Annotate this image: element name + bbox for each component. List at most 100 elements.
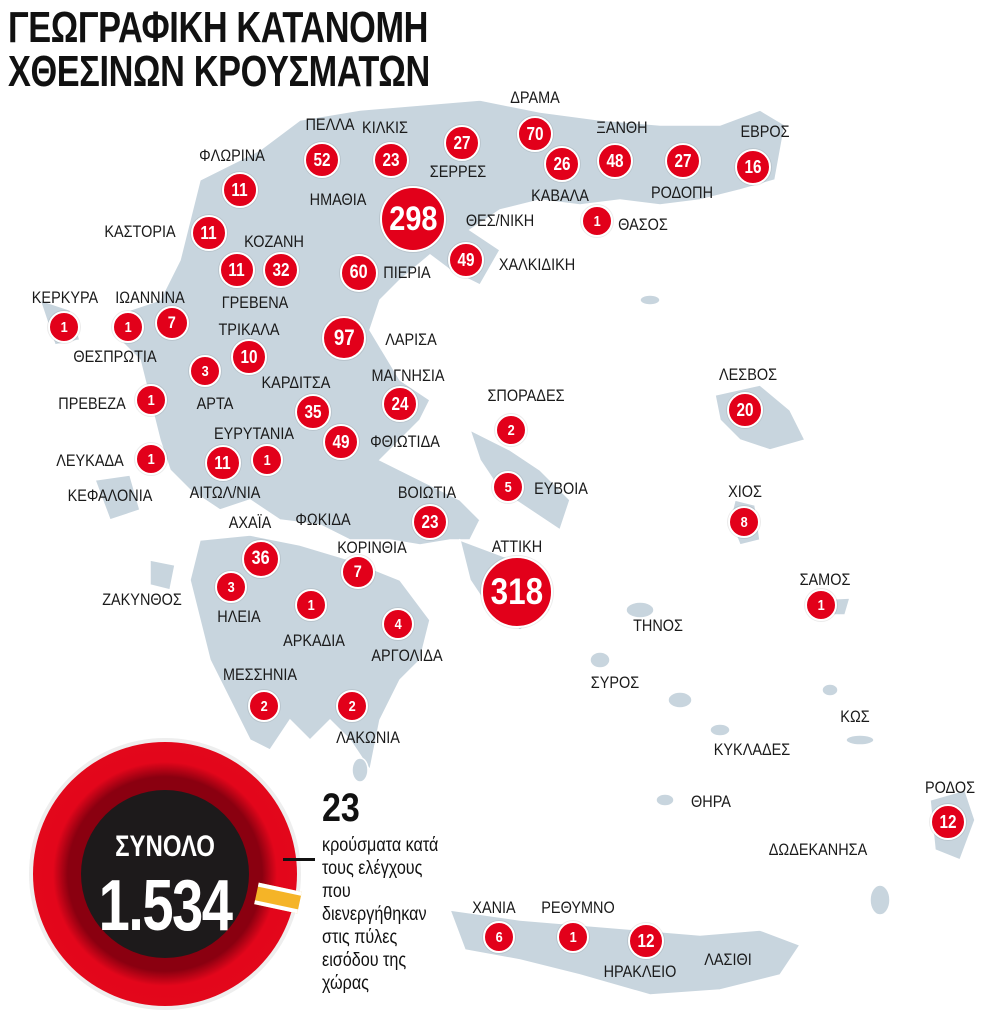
land-island bbox=[845, 734, 875, 746]
region-label: ΗΛΕΙΑ bbox=[217, 607, 261, 626]
case-count-marker: 1 bbox=[581, 205, 613, 237]
case-count-marker: 7 bbox=[341, 555, 375, 589]
region-label: ΗΜΑΘΙΑ bbox=[309, 190, 367, 209]
land-island bbox=[869, 884, 891, 916]
total-value: 1.534 bbox=[98, 866, 233, 946]
case-count-marker: 4 bbox=[382, 608, 414, 640]
case-count: 318 bbox=[490, 571, 544, 612]
case-count: 52 bbox=[313, 149, 331, 170]
case-count-marker: 52 bbox=[304, 142, 340, 178]
case-count: 32 bbox=[272, 259, 290, 280]
case-count: 6 bbox=[495, 928, 503, 946]
case-count-marker: 8 bbox=[728, 506, 760, 538]
region-label: ΚΕΦΑΛΟΝΙΑ bbox=[67, 486, 153, 505]
case-count-marker: 3 bbox=[189, 355, 221, 387]
case-count: 7 bbox=[353, 562, 363, 581]
case-count-marker: 26 bbox=[544, 146, 580, 182]
case-count: 49 bbox=[457, 249, 475, 270]
case-count: 26 bbox=[553, 153, 571, 174]
case-count-marker: 5 bbox=[492, 471, 524, 503]
case-count: 1 bbox=[60, 318, 68, 336]
case-count: 4 bbox=[394, 615, 402, 633]
region-label: ΧΑΝΙΑ bbox=[472, 898, 516, 917]
case-count-marker: 318 bbox=[481, 556, 553, 628]
case-count: 27 bbox=[674, 150, 692, 171]
case-count: 10 bbox=[240, 346, 258, 367]
case-count: 1 bbox=[569, 928, 577, 946]
region-label: ΧΑΛΚΙΔΙΚΗ bbox=[498, 255, 576, 274]
region-label: ΜΑΓΝΗΣΙΑ bbox=[371, 366, 445, 385]
region-label: ΘΕΣΠΡΩΤΙΑ bbox=[73, 347, 157, 366]
region-label: ΞΑΝΘΗ bbox=[596, 118, 648, 137]
case-count: 70 bbox=[526, 123, 544, 144]
region-label: ΘΕΣ/ΝΙΚΗ bbox=[465, 211, 535, 230]
region-label: ΦΛΩΡΙΝΑ bbox=[199, 146, 265, 165]
region-label: ΠΡΕΒΕΖΑ bbox=[58, 394, 126, 413]
land-crete bbox=[448, 909, 802, 996]
region-label: ΑΧΑΪΑ bbox=[228, 513, 272, 532]
case-count-marker: 11 bbox=[191, 215, 227, 251]
case-count-marker: 32 bbox=[263, 252, 299, 288]
case-count: 35 bbox=[304, 401, 322, 422]
region-label: ΣΠΟΡΑΔΕΣ bbox=[487, 386, 565, 405]
case-count-marker: 1 bbox=[557, 921, 589, 953]
leader-line bbox=[283, 858, 315, 861]
case-count: 36 bbox=[252, 548, 270, 569]
region-label: ΚΙΛΚΙΣ bbox=[362, 118, 408, 137]
case-count-marker: 1 bbox=[135, 384, 167, 416]
case-count: 11 bbox=[200, 222, 218, 243]
case-count: 11 bbox=[214, 452, 232, 473]
case-count-marker: 16 bbox=[735, 149, 771, 185]
region-label: ΘΗΡΑ bbox=[691, 792, 731, 811]
case-count-marker: 298 bbox=[380, 186, 446, 252]
case-count: 7 bbox=[167, 313, 177, 332]
region-label: ΠΕΛΛΑ bbox=[305, 115, 355, 134]
total-core: ΣΥΝΟΛΟ 1.534 bbox=[81, 790, 249, 958]
case-count: 3 bbox=[227, 578, 235, 596]
region-label: ΓΡΕΒΕΝΑ bbox=[221, 293, 289, 312]
region-label: ΚΑΒΑΛΑ bbox=[531, 186, 589, 205]
case-count: 5 bbox=[504, 478, 512, 496]
land-island bbox=[625, 601, 655, 619]
case-count: 12 bbox=[637, 930, 655, 951]
case-count: 1 bbox=[124, 318, 132, 336]
region-label: ΡΕΘΥΜΝΟ bbox=[541, 898, 615, 917]
region-label: ΣΥΡΟΣ bbox=[590, 673, 640, 692]
region-label: ΔΡΑΜΑ bbox=[510, 88, 560, 107]
region-label: ΛΕΣΒΟΣ bbox=[718, 365, 778, 384]
land-island bbox=[589, 651, 611, 669]
land-zakynthos bbox=[149, 559, 176, 591]
case-count: 1 bbox=[147, 391, 155, 409]
region-label: ΖΑΚΥΝΘΟΣ bbox=[102, 590, 182, 609]
region-label: ΧΙΟΣ bbox=[728, 482, 762, 501]
land-mainland-north bbox=[119, 99, 786, 546]
case-count-marker: 49 bbox=[323, 424, 359, 460]
case-count: 298 bbox=[388, 199, 438, 238]
case-count: 1 bbox=[307, 596, 315, 614]
case-count: 12 bbox=[939, 811, 957, 832]
case-count-marker: 1 bbox=[48, 311, 80, 343]
region-label: ΘΑΣΟΣ bbox=[618, 215, 668, 234]
case-count-marker: 23 bbox=[412, 504, 448, 540]
region-label: ΑΡΤΑ bbox=[196, 394, 234, 413]
title-line-2: ΧΘΕΣΙΝΩΝ ΚΡΟΥΣΜΑΤΩΝ bbox=[8, 47, 430, 96]
case-count-marker: 24 bbox=[382, 386, 418, 422]
region-label: ΣΑΜΟΣ bbox=[799, 570, 851, 589]
case-count: 27 bbox=[453, 132, 471, 153]
case-count-marker: 27 bbox=[444, 125, 480, 161]
case-count-marker: 1 bbox=[135, 443, 167, 475]
case-count: 1 bbox=[817, 596, 825, 614]
case-count-marker: 11 bbox=[219, 252, 255, 288]
land-island bbox=[351, 757, 369, 783]
case-count-marker: 20 bbox=[727, 392, 763, 428]
region-label: ΛΑΣΙΘΙ bbox=[704, 950, 752, 969]
entry-gates-text: κρούσματα κατά τους ελέγχους που διενεργ… bbox=[322, 835, 439, 994]
region-label: ΕΥΒΟΙΑ bbox=[534, 479, 588, 498]
case-count-marker: 2 bbox=[248, 690, 280, 722]
case-count-marker: 27 bbox=[665, 143, 701, 179]
region-label: ΑΡΓΟΛΙΔΑ bbox=[371, 646, 443, 665]
case-count-marker: 1 bbox=[295, 589, 327, 621]
region-label: ΚΑΣΤΟΡΙΑ bbox=[104, 222, 176, 241]
